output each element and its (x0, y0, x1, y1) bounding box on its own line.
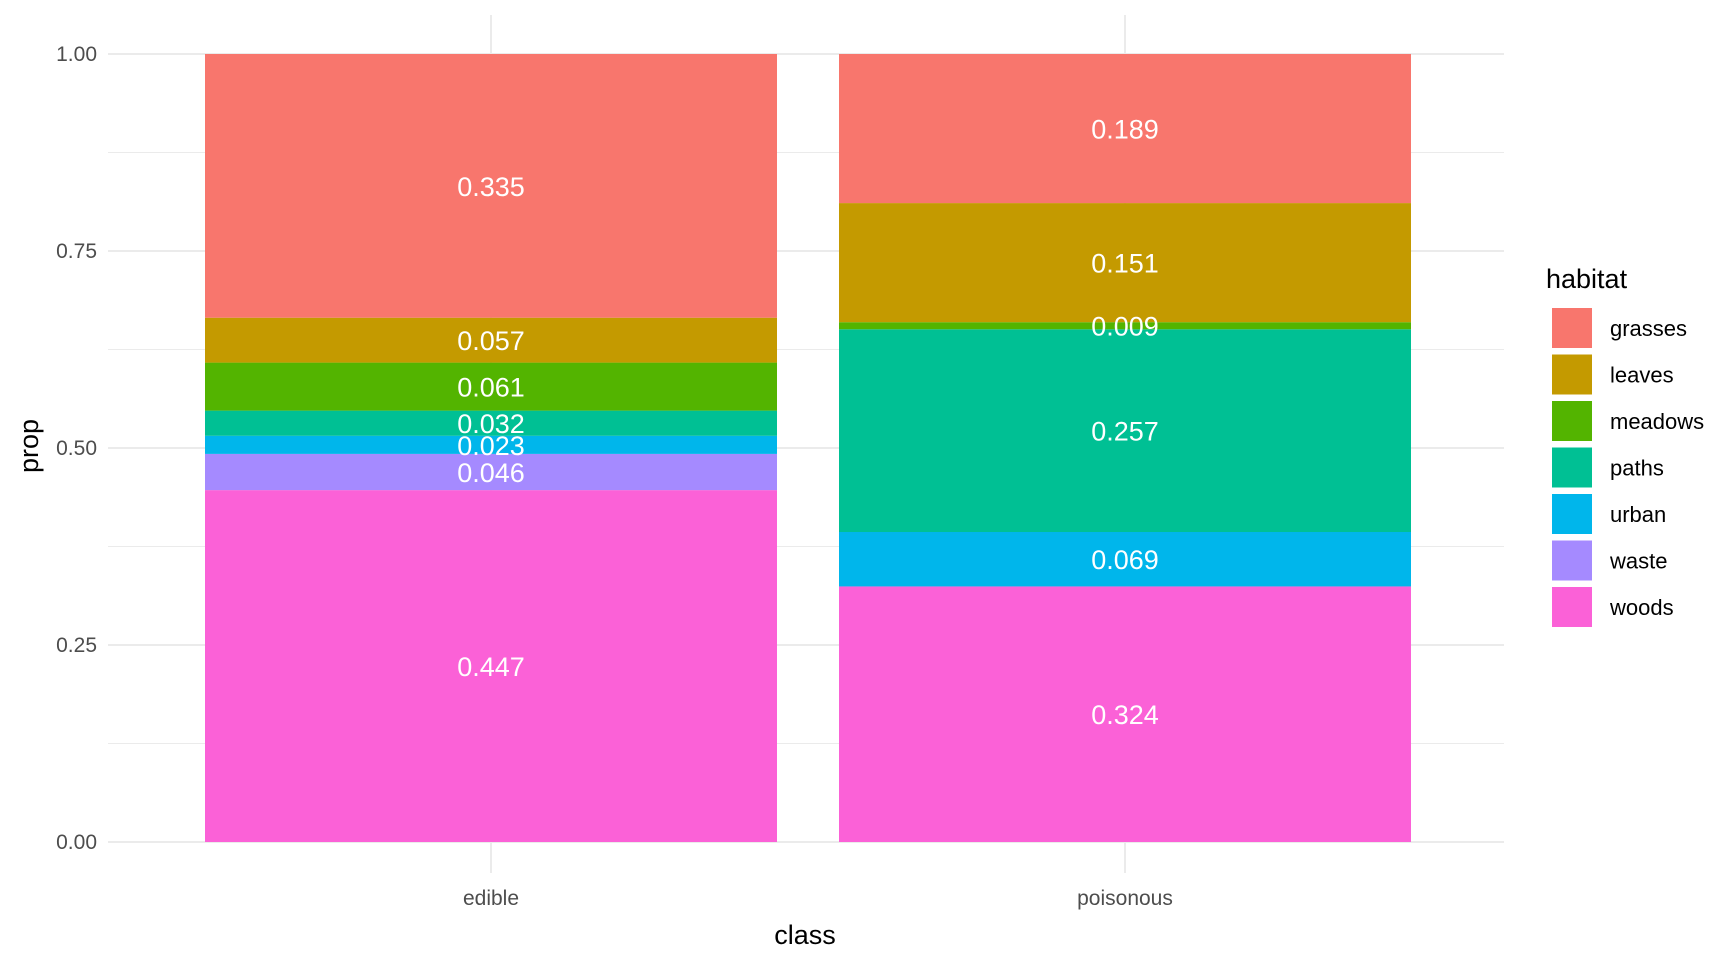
bar-segment-urban-poisonous (839, 532, 1411, 587)
y-tick-label: 1.00 (56, 43, 97, 66)
data-label-meadows-poisonous: 0.009 (1091, 312, 1159, 342)
data-label-urban-edible: 0.023 (457, 431, 525, 461)
legend-label-meadows: meadows (1610, 409, 1704, 434)
x-tick-label: edible (463, 887, 519, 910)
legend-swatch-woods (1552, 587, 1592, 627)
y-tick-label: 0.50 (56, 437, 97, 460)
data-label-urban-poisonous: 0.069 (1091, 545, 1159, 575)
bar-segment-urban-edible (205, 435, 777, 454)
data-label-grasses-poisonous: 0.189 (1091, 115, 1159, 145)
bar-segment-woods-poisonous (839, 586, 1411, 842)
legend-label-grasses: grasses (1610, 316, 1687, 341)
x-axis-title: class (774, 920, 836, 950)
bar-segment-woods-edible (205, 490, 777, 842)
bar-segment-grasses-edible (205, 54, 777, 318)
axes-layer: 0.00 0.25 0.50 0.75 1.00 edible poisonous (56, 43, 1173, 910)
legend-swatch-paths (1552, 447, 1592, 488)
bar-segment-paths-edible (205, 410, 777, 436)
data-label-grasses-edible: 0.335 (457, 172, 525, 202)
y-tick-label: 0.00 (56, 831, 97, 854)
data-label-waste-edible: 0.046 (457, 458, 525, 488)
data-label-meadows-edible: 0.061 (457, 373, 525, 403)
x-tick-label: poisonous (1077, 887, 1173, 910)
bar-segment-leaves-edible (205, 317, 777, 363)
bar-segment-waste-edible (205, 453, 777, 491)
bar-segment-leaves-poisonous (839, 203, 1411, 323)
data-label-paths-poisonous: 0.257 (1091, 417, 1159, 447)
data-label-leaves-edible: 0.057 (457, 326, 525, 356)
legend-swatch-grasses (1552, 308, 1592, 348)
data-label-leaves-poisonous: 0.151 (1091, 249, 1159, 279)
bar-segment-grasses-poisonous (839, 54, 1411, 204)
legend-label-leaves: leaves (1610, 363, 1674, 388)
legend-swatch-waste (1552, 540, 1592, 581)
legend-label-paths: paths (1610, 456, 1664, 481)
legend-swatch-meadows (1552, 401, 1592, 441)
y-tick-label: 0.75 (56, 240, 97, 263)
data-label-paths-edible: 0.032 (457, 409, 525, 439)
legend-label-waste: waste (1609, 549, 1667, 574)
legend-title: habitat (1546, 264, 1628, 294)
y-tick-label: 0.25 (56, 634, 97, 657)
bar-segment-meadows-edible (205, 362, 777, 411)
data-label-woods-edible: 0.447 (457, 652, 525, 682)
bar-segment-paths-poisonous (839, 329, 1411, 533)
y-axis-title: prop (14, 419, 44, 473)
legend-swatch-leaves (1552, 354, 1592, 395)
data-label-woods-poisonous: 0.324 (1091, 700, 1159, 730)
legend: habitat grasses leaves meadows paths urban wa… (1546, 264, 1704, 627)
legend-label-woods: woods (1609, 595, 1674, 620)
legend-label-urban: urban (1610, 502, 1666, 527)
bars-layer (205, 54, 1411, 842)
bar-segment-meadows-poisonous (839, 322, 1411, 330)
legend-swatch-urban (1552, 494, 1592, 534)
